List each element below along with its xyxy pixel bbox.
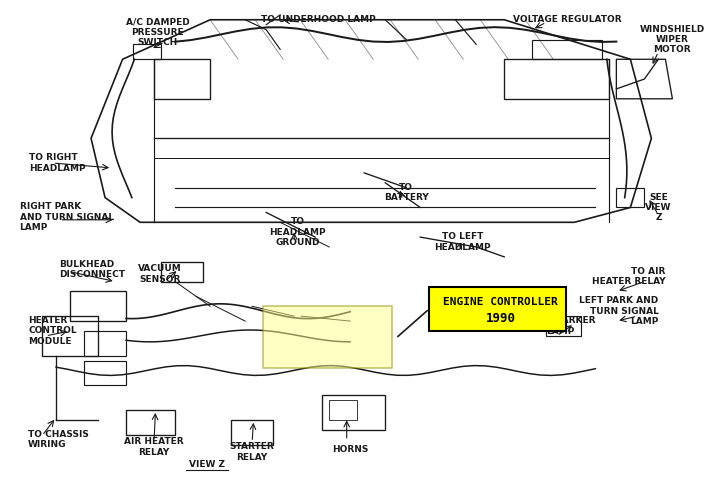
- Bar: [133, 44, 161, 59]
- Bar: [126, 410, 175, 435]
- Text: ENGINE CONTROLLER: ENGINE CONTROLLER: [444, 297, 558, 307]
- Text: TO CHASSIS
WIRING: TO CHASSIS WIRING: [28, 430, 89, 450]
- Text: TO AIR
HEATER RELAY: TO AIR HEATER RELAY: [592, 267, 665, 287]
- Text: HORNS: HORNS: [332, 445, 368, 454]
- Text: A/C DAMPED
PRESSURE
SWITCH: A/C DAMPED PRESSURE SWITCH: [126, 17, 189, 47]
- Bar: [70, 291, 126, 321]
- Text: BULKHEAD
DISCONNECT: BULKHEAD DISCONNECT: [60, 259, 126, 279]
- Bar: [231, 420, 273, 445]
- Text: HEATER
CONTROL
MODULE: HEATER CONTROL MODULE: [28, 316, 77, 346]
- Text: TO RIGHT
HEADLAMP: TO RIGHT HEADLAMP: [29, 153, 86, 173]
- Text: VACUUM
SENSOR: VACUUM SENSOR: [138, 264, 181, 284]
- Text: AIR HEATER
RELAY: AIR HEATER RELAY: [124, 437, 184, 457]
- Bar: [533, 40, 602, 59]
- Text: SIDE MARKER
LAMP: SIDE MARKER LAMP: [525, 316, 595, 336]
- Text: SEE
VIEW
Z: SEE VIEW Z: [645, 193, 672, 222]
- Text: VOLTAGE REGULATOR: VOLTAGE REGULATOR: [513, 15, 621, 24]
- Text: LEFT PARK AND
TURN SIGNAL
LAMP: LEFT PARK AND TURN SIGNAL LAMP: [579, 296, 658, 326]
- Bar: [546, 316, 582, 336]
- Text: VIEW Z: VIEW Z: [188, 460, 225, 469]
- Bar: [42, 316, 98, 356]
- Text: 1990: 1990: [486, 312, 515, 325]
- Bar: [329, 400, 357, 420]
- Text: TO
BATTERY: TO BATTERY: [384, 183, 429, 203]
- FancyBboxPatch shape: [262, 306, 392, 368]
- Text: TO
HEADLAMP
GROUND: TO HEADLAMP GROUND: [269, 217, 326, 247]
- FancyBboxPatch shape: [429, 287, 566, 331]
- Bar: [616, 188, 644, 207]
- Bar: [161, 262, 203, 282]
- Text: WINDSHIELD
WIPER
MOTOR: WINDSHIELD WIPER MOTOR: [640, 25, 705, 54]
- Text: TO UNDERHOOD LAMP: TO UNDERHOOD LAMP: [262, 15, 376, 24]
- Text: STARTER
RELAY: STARTER RELAY: [230, 442, 274, 462]
- Bar: [84, 361, 126, 385]
- Text: TO LEFT
HEADLAMP: TO LEFT HEADLAMP: [434, 232, 491, 252]
- Bar: [84, 331, 126, 356]
- Text: RIGHT PARK
AND TURN SIGNAL
LAMP: RIGHT PARK AND TURN SIGNAL LAMP: [20, 203, 114, 232]
- Bar: [322, 395, 385, 430]
